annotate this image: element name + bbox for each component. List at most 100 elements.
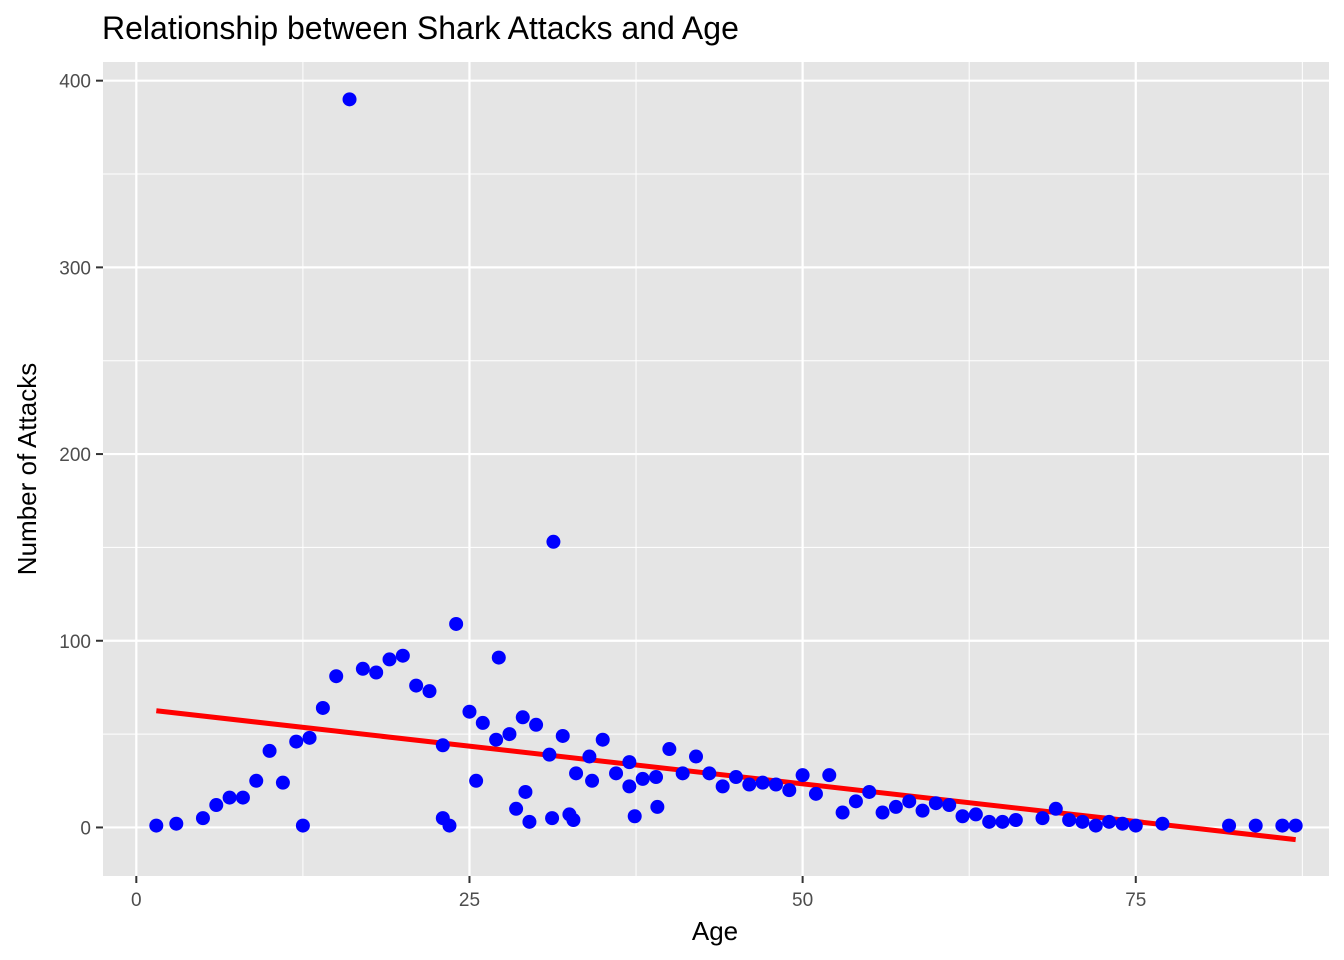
data-point [566, 812, 581, 827]
data-point [302, 730, 317, 745]
data-point [1128, 818, 1143, 833]
data-point [995, 814, 1010, 829]
data-point [275, 775, 290, 790]
data-point [422, 684, 437, 699]
data-point [149, 818, 164, 833]
data-point [835, 805, 850, 820]
data-point [862, 784, 877, 799]
data-point [1155, 816, 1170, 831]
data-point [609, 766, 624, 781]
data-point [622, 755, 637, 770]
data-point [289, 734, 304, 749]
data-point [955, 809, 970, 824]
data-point [1008, 812, 1023, 827]
x-axis-title: Age [692, 916, 738, 946]
data-point [1222, 818, 1237, 833]
data-points [149, 92, 1303, 833]
y-tick-label: 300 [59, 258, 91, 279]
x-tick-label: 50 [792, 890, 813, 911]
data-point [249, 773, 264, 788]
data-point [555, 728, 570, 743]
data-point [449, 616, 464, 631]
y-axis: 0 100 200 300 400 [59, 72, 103, 839]
chart-title: Relationship between Shark Attacks and A… [102, 10, 739, 46]
data-point [595, 732, 610, 747]
data-point [942, 798, 957, 813]
data-point [768, 777, 783, 792]
data-point [315, 700, 330, 715]
data-point [395, 648, 410, 663]
data-point [585, 773, 600, 788]
data-point [342, 92, 357, 107]
data-point [649, 770, 664, 785]
data-point [582, 749, 597, 764]
data-point [689, 749, 704, 764]
data-point [235, 790, 250, 805]
data-point [1048, 801, 1063, 816]
y-tick-label: 100 [59, 632, 91, 653]
data-point [662, 742, 677, 757]
x-axis: 0 25 50 75 [131, 876, 1146, 911]
data-point [982, 814, 997, 829]
data-point [515, 710, 530, 725]
data-point [569, 766, 584, 781]
data-point [822, 768, 837, 783]
data-point [382, 652, 397, 667]
data-point [169, 816, 184, 831]
data-point [928, 796, 943, 811]
data-point [1062, 812, 1077, 827]
data-point [262, 743, 277, 758]
data-point [522, 814, 537, 829]
data-point [442, 818, 457, 833]
data-point [1075, 814, 1090, 829]
data-point [888, 799, 903, 814]
data-point [808, 786, 823, 801]
data-point [795, 768, 810, 783]
data-point [509, 801, 524, 816]
data-point [848, 794, 863, 809]
y-tick-label: 200 [59, 445, 91, 466]
data-point [1288, 818, 1303, 833]
data-point [622, 779, 637, 794]
data-point [915, 803, 930, 818]
y-tick-label: 400 [59, 72, 91, 93]
x-tick-label: 25 [459, 890, 480, 911]
data-point [1275, 818, 1290, 833]
data-point [295, 818, 310, 833]
data-point [968, 807, 983, 822]
data-point [728, 770, 743, 785]
data-point [715, 779, 730, 794]
data-point [491, 650, 506, 665]
data-point [355, 661, 370, 676]
data-point [546, 534, 561, 549]
data-point [469, 773, 484, 788]
plot-panel [103, 62, 1329, 876]
x-tick-label: 0 [131, 890, 142, 911]
data-point [518, 784, 533, 799]
data-point [1102, 814, 1117, 829]
data-point [1035, 811, 1050, 826]
data-point [195, 811, 210, 826]
data-point [502, 727, 517, 742]
data-point [489, 732, 504, 747]
data-point [1088, 818, 1103, 833]
data-point [1115, 816, 1130, 831]
data-point [1248, 818, 1263, 833]
y-axis-title: Number of Attacks [12, 363, 42, 575]
data-point [209, 798, 224, 813]
data-point [222, 790, 237, 805]
data-point [635, 771, 650, 786]
data-point [650, 799, 665, 814]
data-point [369, 665, 384, 680]
data-point [462, 704, 477, 719]
data-point [435, 738, 450, 753]
data-point [902, 794, 917, 809]
data-point [329, 669, 344, 684]
x-tick-label: 75 [1125, 890, 1146, 911]
data-point [675, 766, 690, 781]
data-point [782, 783, 797, 798]
data-point [702, 766, 717, 781]
data-point [755, 775, 770, 790]
y-tick-label: 0 [80, 818, 91, 839]
